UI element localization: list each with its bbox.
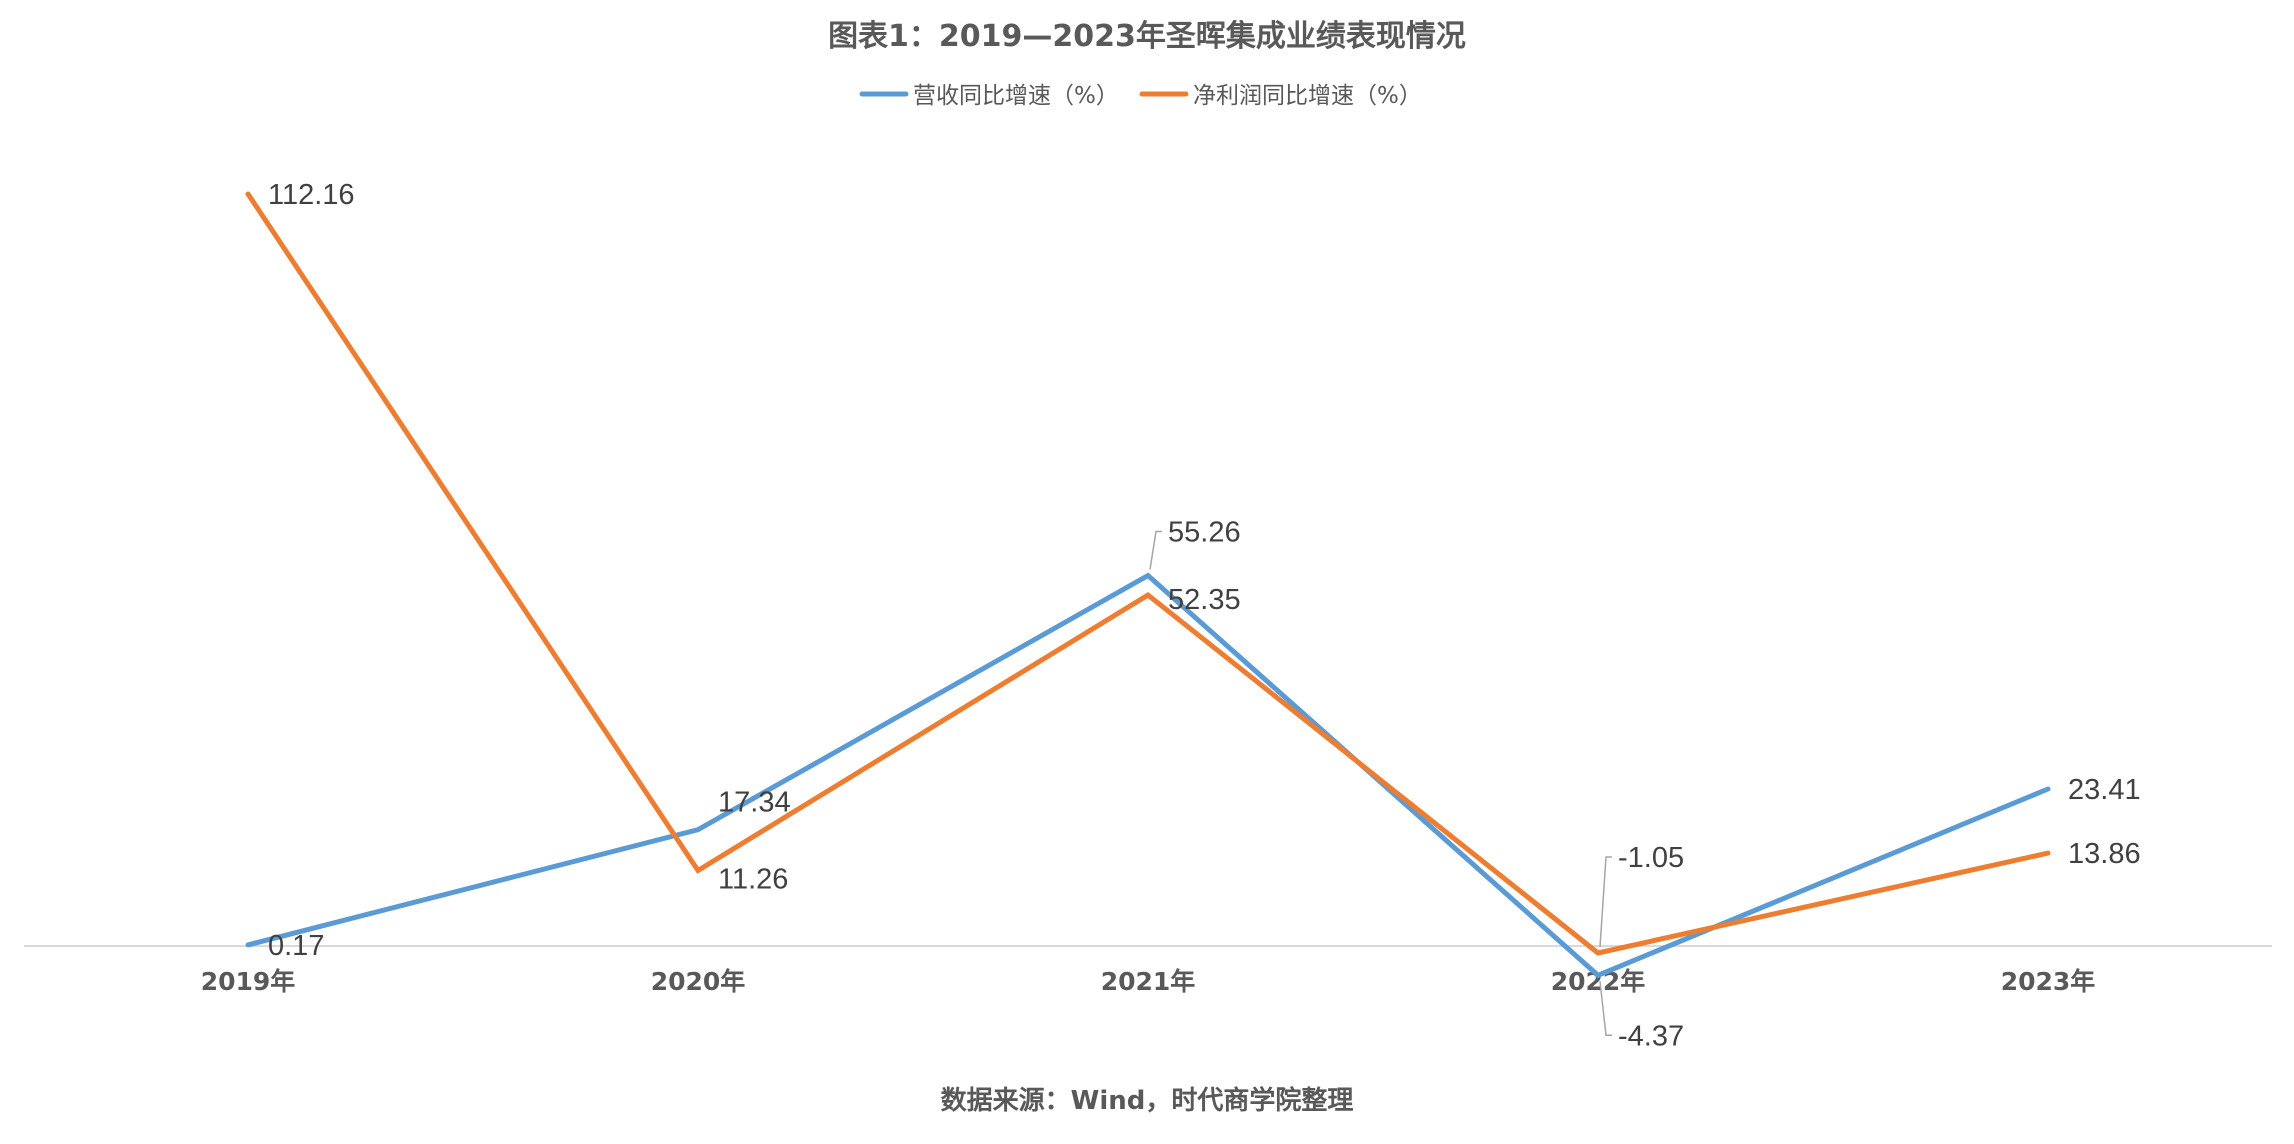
data-label: -4.37 (1618, 1020, 1684, 1052)
series-lines (245, 191, 2051, 979)
legend: 营收同比增速（%） 净利润同比增速（%） (859, 83, 1422, 109)
data-label: 17.34 (718, 787, 791, 819)
label-leader-line (1599, 981, 1612, 1037)
x-axis-ticks: 2019年 2020年 2021年 2022年 2023年 (201, 967, 2096, 996)
x-tick-label: 2019年 (201, 967, 296, 996)
legend-item-revenue: 营收同比增速（%） (859, 83, 1119, 109)
data-label: 52.35 (1168, 584, 1241, 616)
label-leader-line (1149, 530, 1162, 570)
data-label: 13.86 (2068, 838, 2141, 870)
data-label: 55.26 (1168, 516, 1241, 548)
legend-item-net-profit: 净利润同比增速（%） (1139, 83, 1422, 109)
data-label: 0.17 (268, 930, 324, 962)
x-tick-label: 2021年 (1101, 967, 1196, 996)
data-label: 112.16 (268, 179, 355, 211)
series-line-1 (245, 191, 2051, 956)
x-tick-label: 2020年 (651, 967, 746, 996)
chart-title: 图表1：2019—2023年圣晖集成业绩表现情况 (828, 19, 1466, 54)
data-labels: 0.17 17.34 55.26 -4.37 23.41 112.16 11.26 52.35… (268, 179, 2141, 1052)
label-leader-line (1599, 856, 1612, 948)
data-label: 11.26 (718, 864, 788, 896)
data-label: 23.41 (2068, 774, 2141, 806)
data-label-leaders (1149, 530, 1612, 1037)
legend-label-net-profit: 净利润同比增速（%） (1193, 83, 1422, 109)
x-tick-label: 2023年 (2001, 967, 2096, 996)
x-tick-label: 2022年 (1551, 967, 1646, 996)
source-note: 数据来源：Wind，时代商学院整理 (941, 1085, 1354, 1116)
series-line-0 (245, 572, 2051, 979)
data-label: -1.05 (1618, 842, 1684, 874)
legend-label-revenue: 营收同比增速（%） (913, 83, 1119, 109)
